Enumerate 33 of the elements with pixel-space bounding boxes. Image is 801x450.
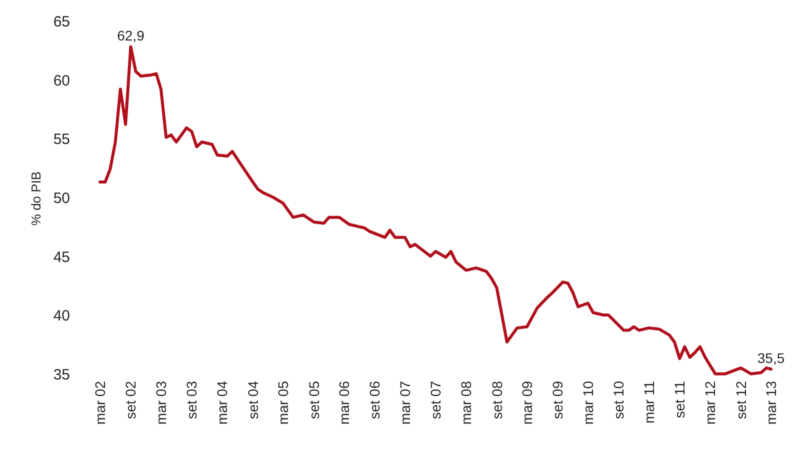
y-tick-label: 60: [53, 72, 70, 90]
x-tick-label: mar 05: [275, 380, 292, 425]
y-tick-label: 40: [53, 308, 70, 325]
x-tick-label: mar 06: [336, 380, 352, 425]
x-tick-label: mar 08: [458, 380, 474, 425]
x-tick-label: set 09: [550, 380, 566, 420]
y-tick-label: 45: [53, 248, 70, 266]
y-tick-label: 35: [53, 366, 70, 384]
x-tick-label: set 11: [672, 380, 688, 418]
y-tick-label: 50: [53, 190, 70, 207]
x-tick-label: mar 07: [396, 380, 413, 425]
x-tick-label: set 08: [488, 380, 505, 420]
x-tick-label: set 07: [428, 380, 444, 420]
x-tick-label: mar 13: [763, 380, 779, 425]
x-tick-label: set 02: [122, 380, 139, 420]
x-tick-label: mar 10: [580, 380, 596, 425]
y-axis-title: % do PIB: [28, 171, 44, 226]
x-tick-label: set 03: [184, 380, 200, 420]
x-tick-label: set 10: [610, 380, 627, 420]
x-tick-label: set 06: [366, 380, 383, 420]
x-tick-label: mar 04: [214, 380, 230, 425]
x-tick-label: mar 09: [519, 380, 536, 425]
y-tick-label: 55: [53, 131, 70, 148]
x-tick-label: mar 03: [152, 380, 169, 425]
x-tick-label: mar 02: [92, 380, 108, 425]
x-tick-label: mar 11: [640, 380, 657, 424]
x-tick-label: mar 12: [702, 380, 718, 425]
y-tick-label: 65: [53, 14, 70, 30]
annotation: 62,9: [117, 28, 145, 44]
x-tick-label: set 12: [732, 380, 749, 420]
annotation: 35,5: [757, 350, 785, 366]
x-tick-label: set 04: [244, 380, 261, 420]
x-tick-label: set 05: [306, 380, 322, 420]
